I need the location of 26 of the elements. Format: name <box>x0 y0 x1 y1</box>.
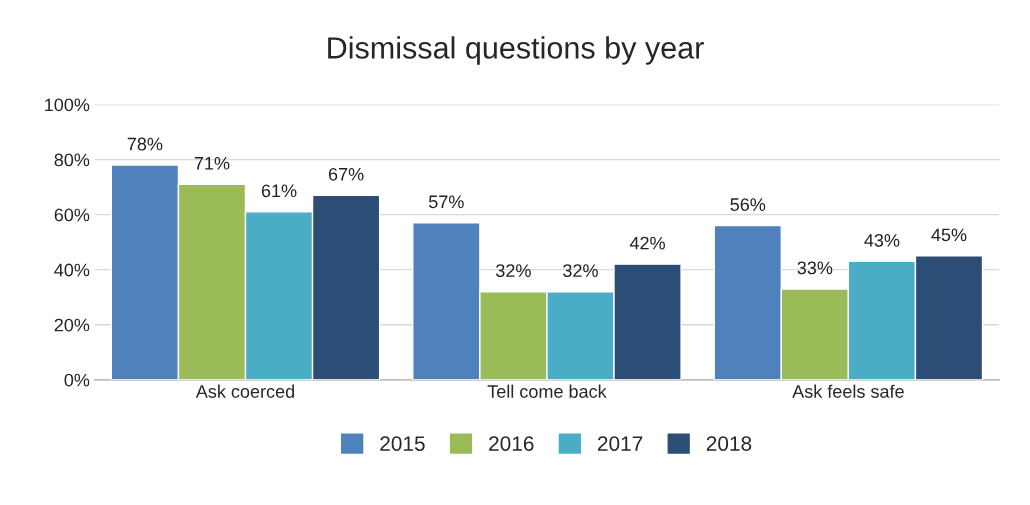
legend-label: 2016 <box>489 436 534 451</box>
data-label: 43% <box>864 233 900 247</box>
data-label: 32% <box>496 264 531 278</box>
y-tick-label: 20% <box>54 318 90 332</box>
x-tick-label: Tell come back <box>487 384 607 398</box>
y-tick-label: 40% <box>54 263 90 277</box>
legend-label: 2015 <box>380 436 425 451</box>
data-label: 71% <box>194 156 230 170</box>
legend-label: 2018 <box>706 436 752 451</box>
data-label: 45% <box>931 228 967 242</box>
chart-title: Dismissal questions by year <box>328 36 704 65</box>
data-label: 33% <box>797 261 833 275</box>
data-label: 61% <box>261 184 297 198</box>
data-label: 57% <box>428 195 464 209</box>
x-tick-label: Ask coerced <box>195 384 294 398</box>
x-tick-label: Ask feels safe <box>792 384 904 398</box>
data-label: 67% <box>328 167 364 181</box>
y-tick-label: 80% <box>54 153 90 167</box>
data-label: 32% <box>563 264 598 278</box>
legend-label: 2017 <box>597 436 643 451</box>
data-label: 78% <box>127 137 163 151</box>
y-tick-label: 0% <box>64 373 90 387</box>
data-label: 56% <box>730 198 766 211</box>
y-tick-label: 100% <box>45 98 90 112</box>
y-tick-label: 60% <box>54 208 90 222</box>
data-label: 42% <box>629 236 665 250</box>
